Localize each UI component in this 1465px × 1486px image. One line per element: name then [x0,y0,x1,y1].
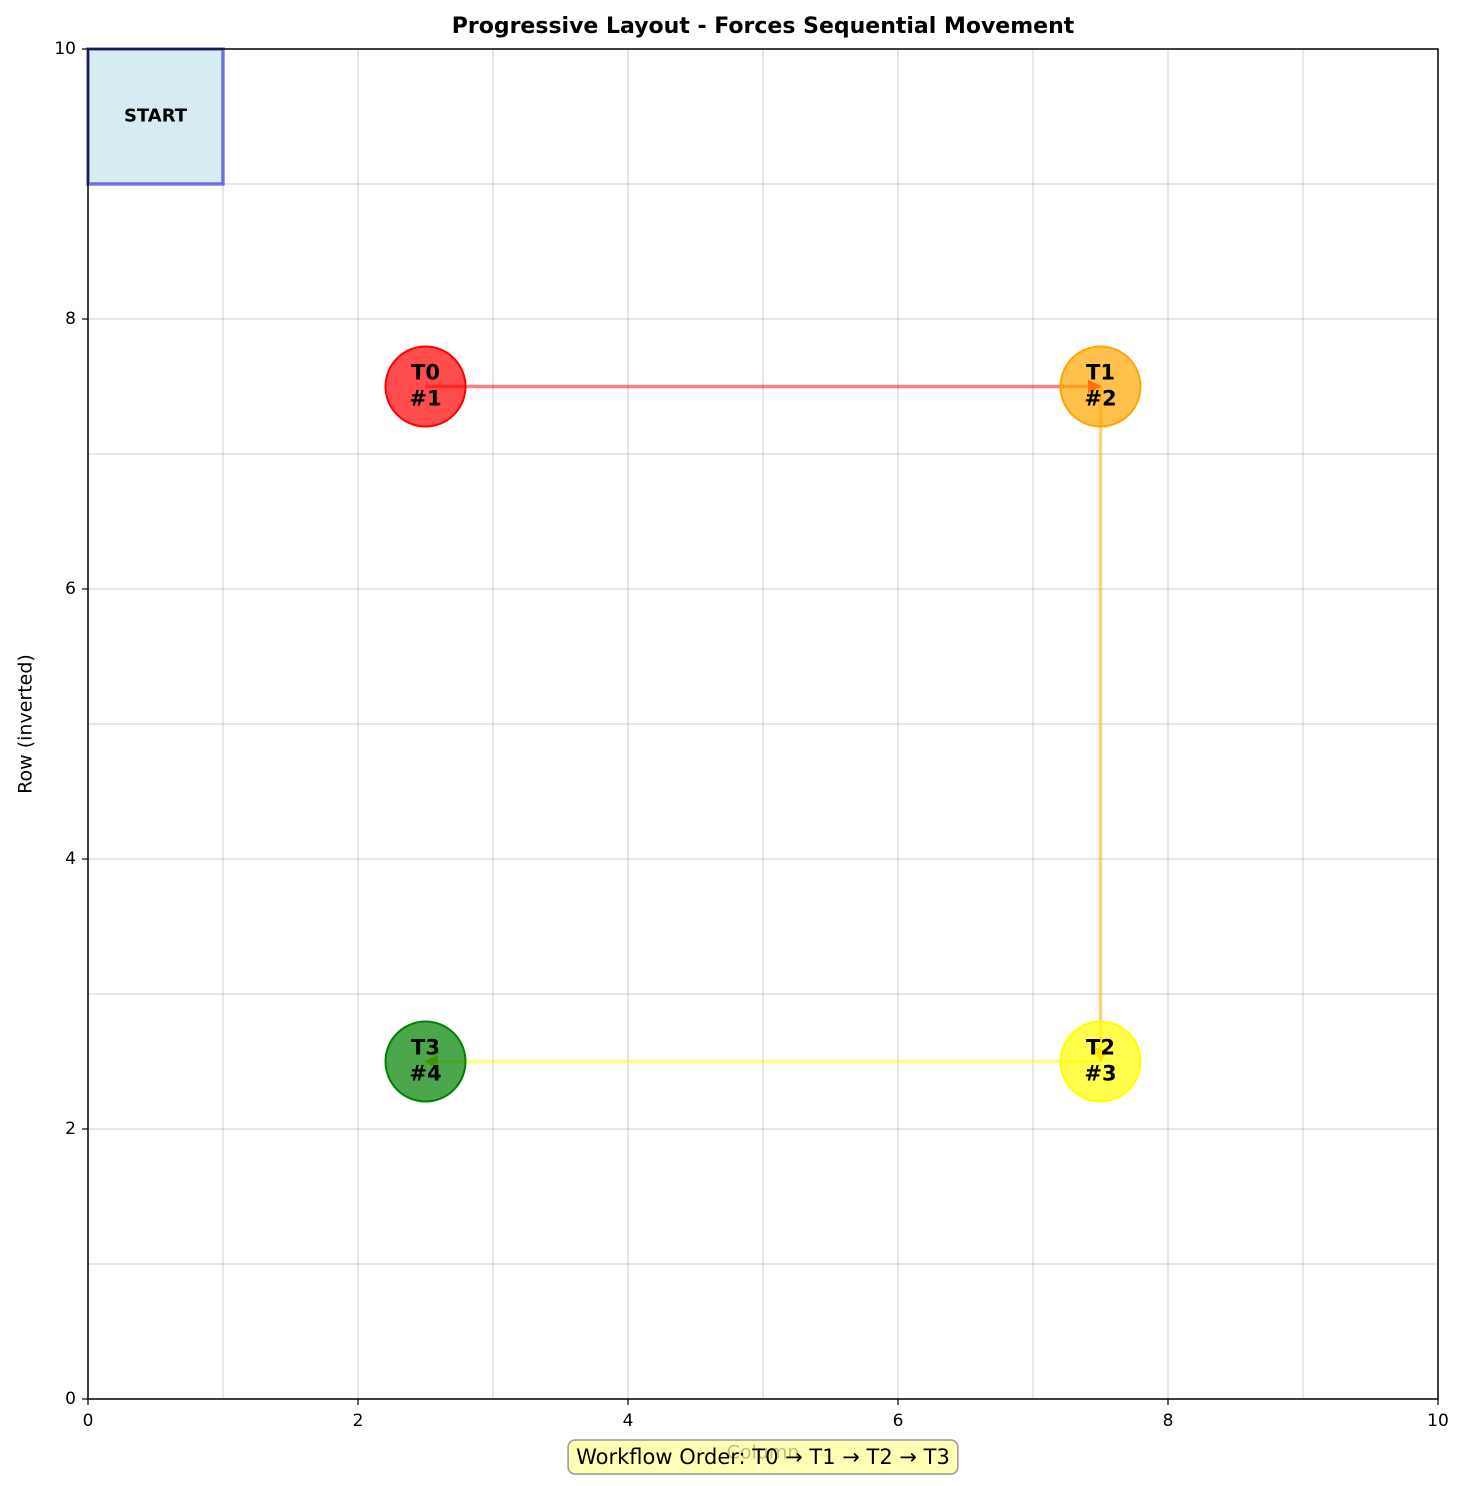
chart-title: Progressive Layout - Forces Sequential M… [452,14,1075,39]
task-node [1059,345,1142,428]
task-name: T3 [411,1036,440,1060]
y-tick-label: 0 [65,1389,76,1409]
task-node [384,1020,467,1103]
x-tick-label: 0 [83,1411,94,1431]
y-axis-label: Row (inverted) [15,654,37,794]
task-order: #2 [1084,387,1116,411]
y-tick-label: 10 [54,39,76,59]
plot-frame [87,48,1439,1400]
y-tick-label: 6 [65,579,76,599]
annotation-box [567,1439,959,1475]
task-name: T0 [411,361,440,385]
y-tick-label: 4 [65,849,76,869]
y-tick-label: 8 [65,309,76,329]
task-node [1059,1020,1142,1103]
start-label: START [124,106,188,127]
task-order: #3 [1084,1062,1116,1086]
task-node [384,345,467,428]
annotation: Workflow Order: T0 → T1 → T2 → T3 [567,1439,959,1475]
task-order: #1 [409,387,441,411]
task-order: #4 [409,1062,441,1086]
task-name: T1 [1086,361,1115,385]
x-tick-label: 6 [893,1411,904,1431]
y-tick-label: 2 [65,1119,76,1139]
x-tick-label: 4 [623,1411,634,1431]
x-tick-label: 10 [1427,1411,1449,1431]
annotation-text: Workflow Order: T0 → T1 → T2 → T3 [576,1445,950,1469]
x-tick-label: 8 [1163,1411,1174,1431]
x-tick-label: 2 [353,1411,364,1431]
task-name: T2 [1086,1036,1115,1060]
